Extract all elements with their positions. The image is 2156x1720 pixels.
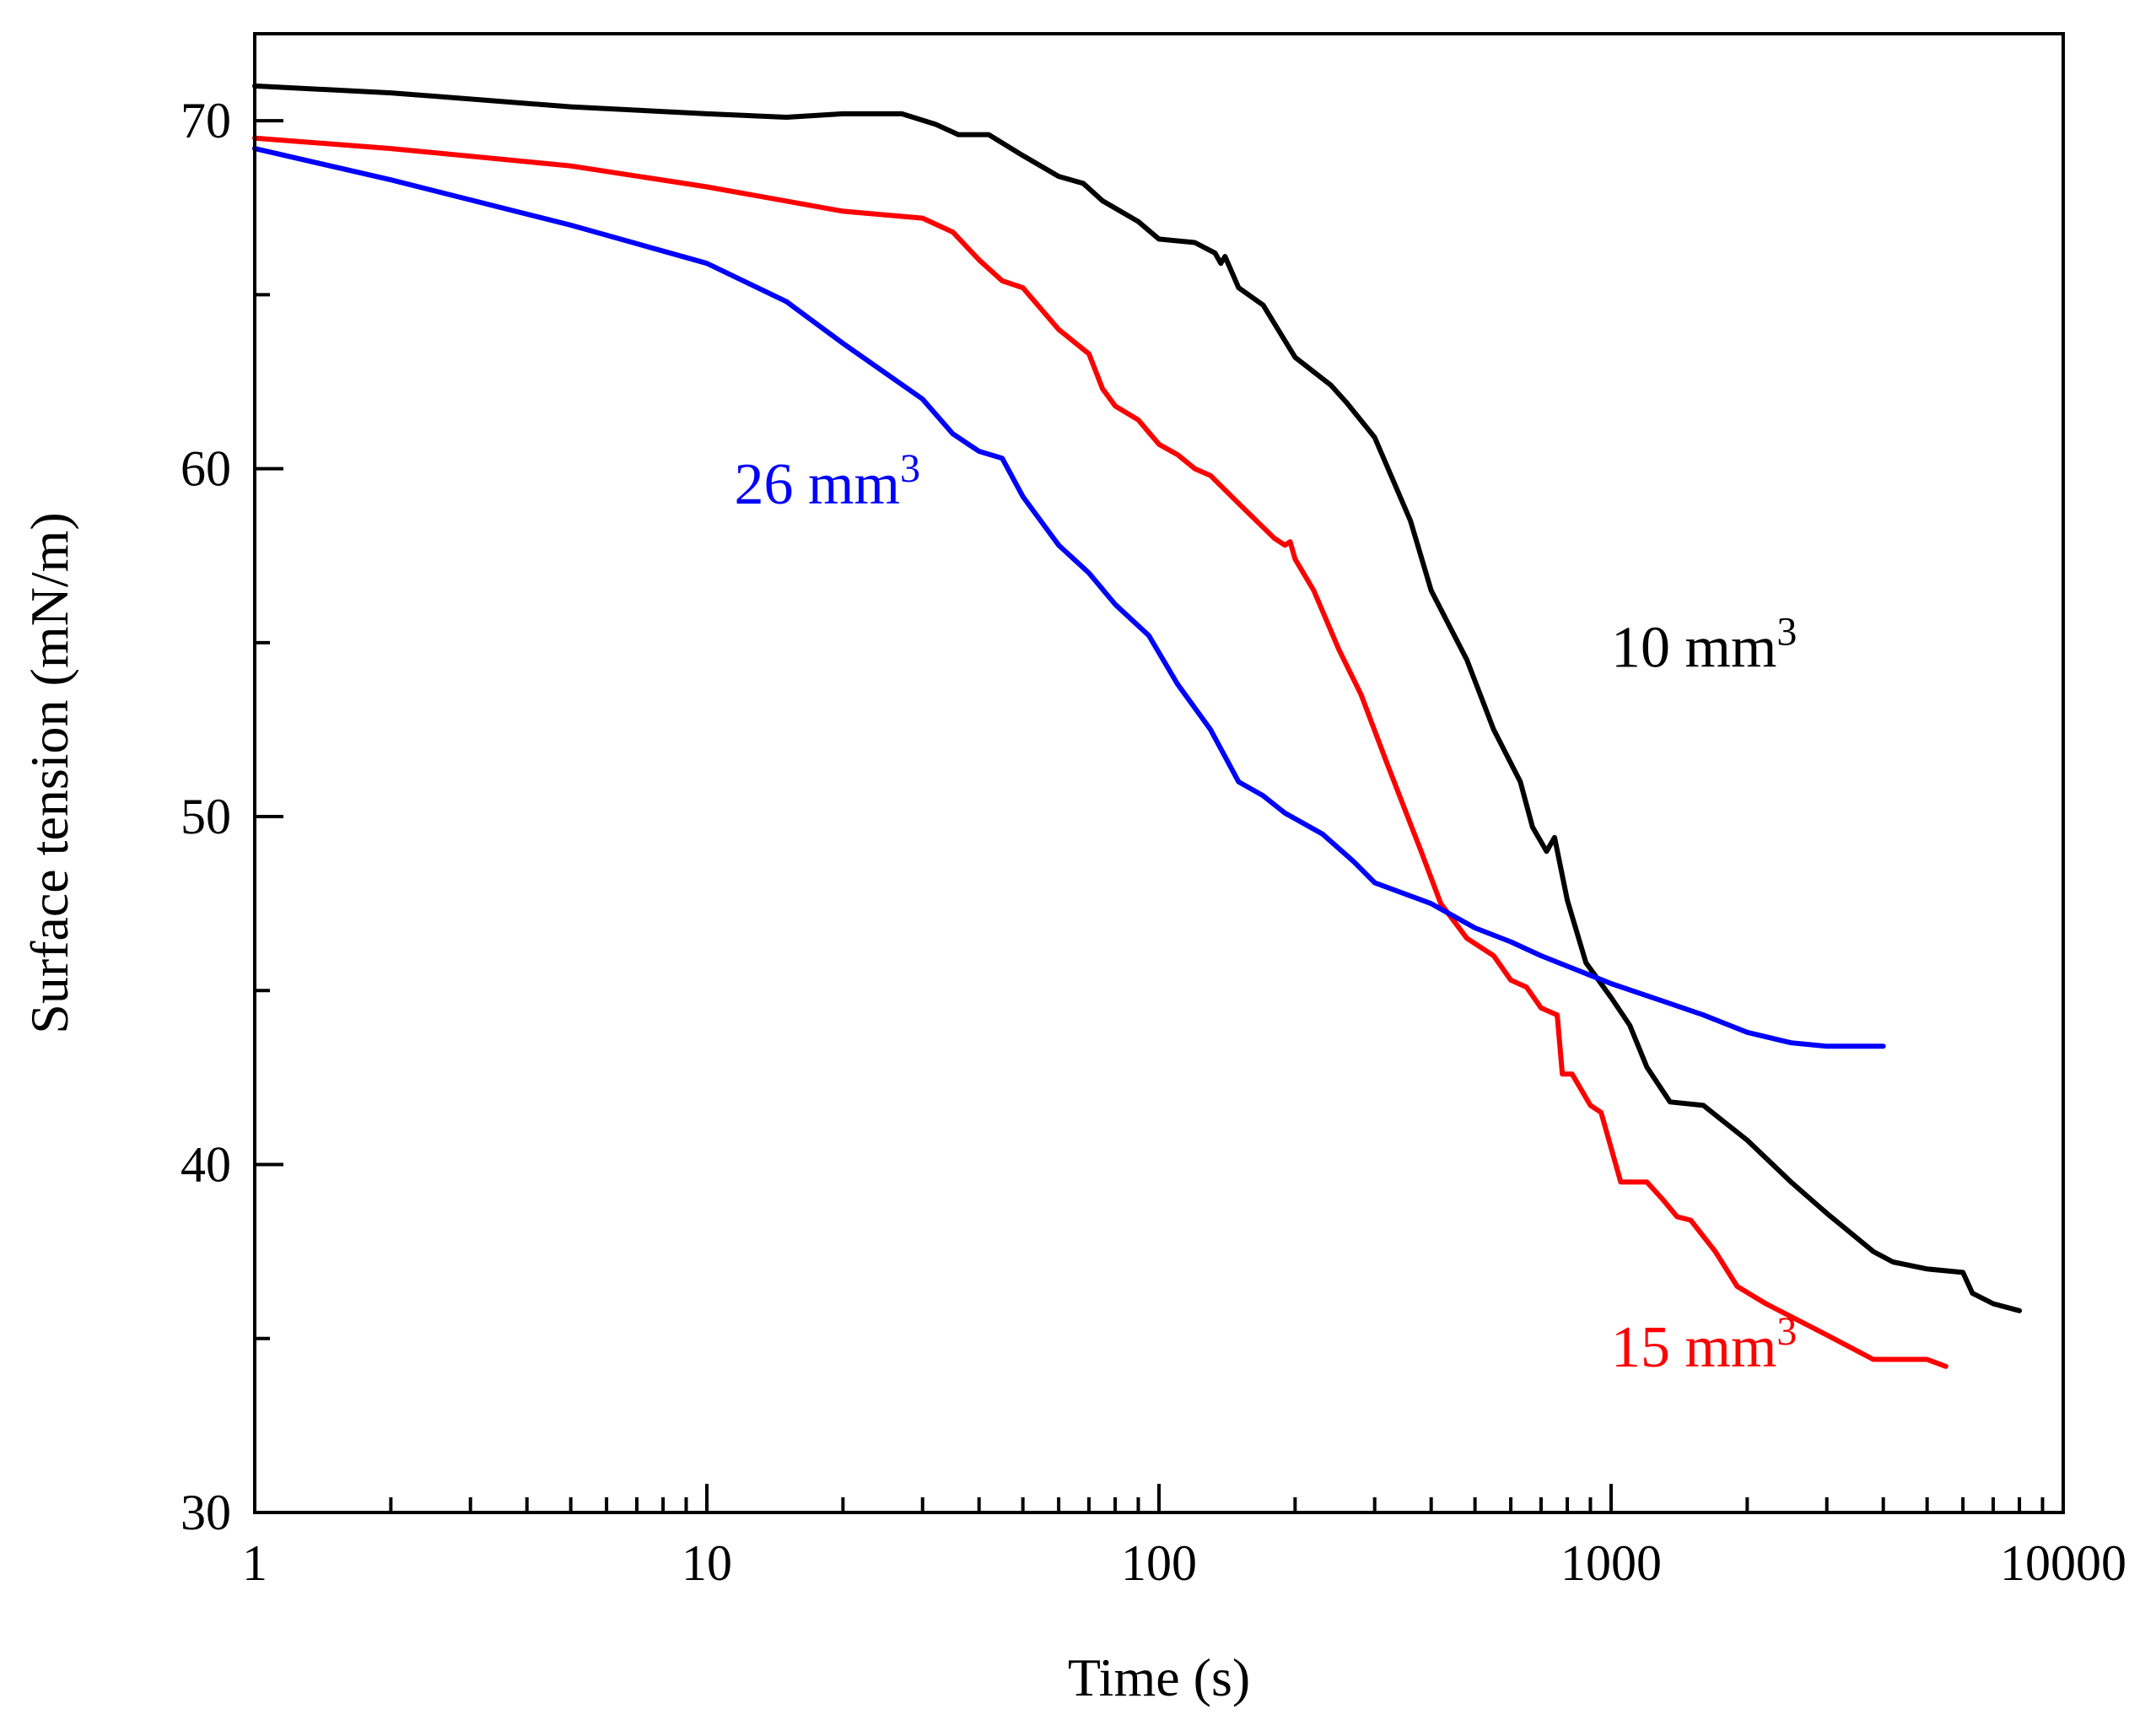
- x-tick-label: 10: [682, 1535, 732, 1591]
- series-label-2: 15 mm3: [1611, 1309, 1797, 1380]
- x-tick-label: 1: [242, 1535, 267, 1591]
- series-labels: 10 mm3 15 mm3 26 mm3: [735, 446, 1798, 1380]
- y-tick-label: 50: [181, 789, 231, 844]
- y-tick-label: 60: [181, 441, 231, 497]
- y-tick-label: 40: [181, 1137, 231, 1193]
- plot-frame: [253, 32, 2065, 1514]
- series-line-1: [252, 83, 2023, 1313]
- x-tick-label: 10000: [2000, 1535, 2126, 1591]
- series-line-3: [252, 146, 1886, 1049]
- x-axis-title: Time (s): [1068, 1647, 1250, 1707]
- series-label-3: 26 mm3: [735, 446, 920, 517]
- y-tick-label: 30: [181, 1485, 231, 1540]
- axis-ticks: 1 10 100 1000 10000 30 40 50 60 70: [181, 93, 2126, 1591]
- series-label-1: 10 mm3: [1611, 610, 1797, 681]
- y-axis-title: Surface tension (mN/m): [19, 512, 79, 1034]
- plot-marks: [252, 83, 2023, 1369]
- x-tick-label: 100: [1121, 1535, 1197, 1591]
- x-tick-label: 1000: [1560, 1535, 1662, 1591]
- y-tick-label: 70: [181, 93, 231, 148]
- series-line-2: [252, 135, 1948, 1369]
